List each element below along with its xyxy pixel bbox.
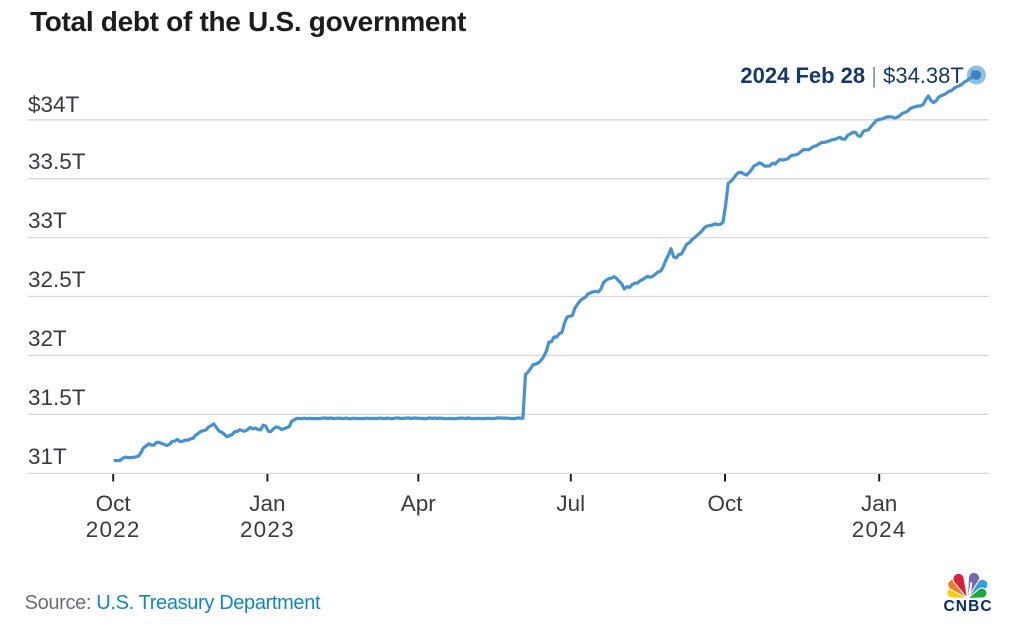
svg-text:CNBC: CNBC bbox=[944, 598, 993, 615]
